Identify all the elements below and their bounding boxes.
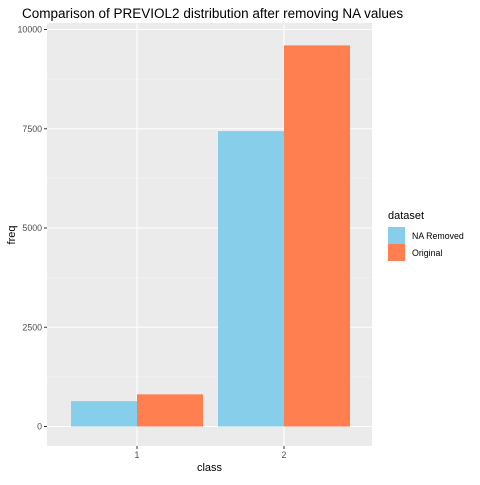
bars — [71, 45, 350, 427]
bar-na-removed-2 — [218, 131, 284, 427]
bar-original-1 — [137, 394, 203, 427]
y-tick-label: 0 — [37, 422, 42, 432]
bar-na-removed-1 — [71, 401, 137, 427]
y-tick-label: 7500 — [22, 124, 42, 134]
axes: 0 2500 5000 7500 10000 1 2 — [18, 25, 287, 461]
legend-label: Original — [412, 248, 442, 258]
legend-key — [388, 244, 405, 261]
legend-label: NA Removed — [412, 231, 464, 241]
y-tick-label: 5000 — [22, 223, 42, 233]
bar-original-2 — [284, 45, 350, 427]
legend: dataset NA Removed Original — [388, 210, 464, 261]
x-axis-title: class — [197, 462, 223, 474]
legend-key — [388, 227, 405, 244]
x-tick-label: 1 — [135, 450, 140, 460]
y-tick-label: 10000 — [18, 25, 43, 35]
chart-title: Comparison of PREVIOL2 distribution afte… — [22, 6, 403, 21]
x-tick-label: 2 — [282, 450, 287, 460]
y-tick-label: 2500 — [22, 322, 42, 332]
y-axis-title: freq — [6, 226, 18, 245]
legend-title: dataset — [388, 210, 424, 222]
